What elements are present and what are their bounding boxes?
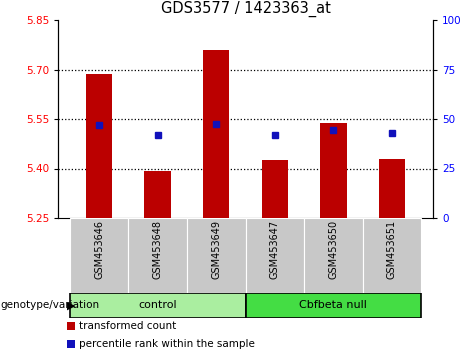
Bar: [70, 218, 128, 293]
Text: GSM453650: GSM453650: [328, 220, 338, 279]
Text: Cbfbeta null: Cbfbeta null: [300, 301, 367, 310]
Text: control: control: [138, 301, 177, 310]
Bar: [246, 218, 304, 293]
Bar: [363, 218, 421, 293]
Bar: [304, 218, 363, 293]
Bar: [261, 160, 288, 218]
Bar: [246, 293, 421, 318]
Text: ▶: ▶: [67, 301, 75, 310]
Text: GSM453651: GSM453651: [387, 220, 397, 279]
Bar: [320, 123, 347, 218]
Text: GSM453647: GSM453647: [270, 220, 280, 279]
Bar: [70, 293, 246, 318]
Bar: [128, 218, 187, 293]
Text: percentile rank within the sample: percentile rank within the sample: [79, 339, 255, 349]
Text: GSM453649: GSM453649: [211, 220, 221, 279]
Bar: [203, 50, 230, 218]
Title: GDS3577 / 1423363_at: GDS3577 / 1423363_at: [160, 1, 331, 17]
Bar: [187, 218, 246, 293]
Text: transformed count: transformed count: [79, 321, 177, 331]
Text: GSM453646: GSM453646: [94, 220, 104, 279]
Text: genotype/variation: genotype/variation: [0, 301, 100, 310]
Bar: [86, 74, 112, 218]
Bar: [144, 171, 171, 218]
Bar: [379, 159, 405, 218]
Text: GSM453648: GSM453648: [153, 220, 163, 279]
